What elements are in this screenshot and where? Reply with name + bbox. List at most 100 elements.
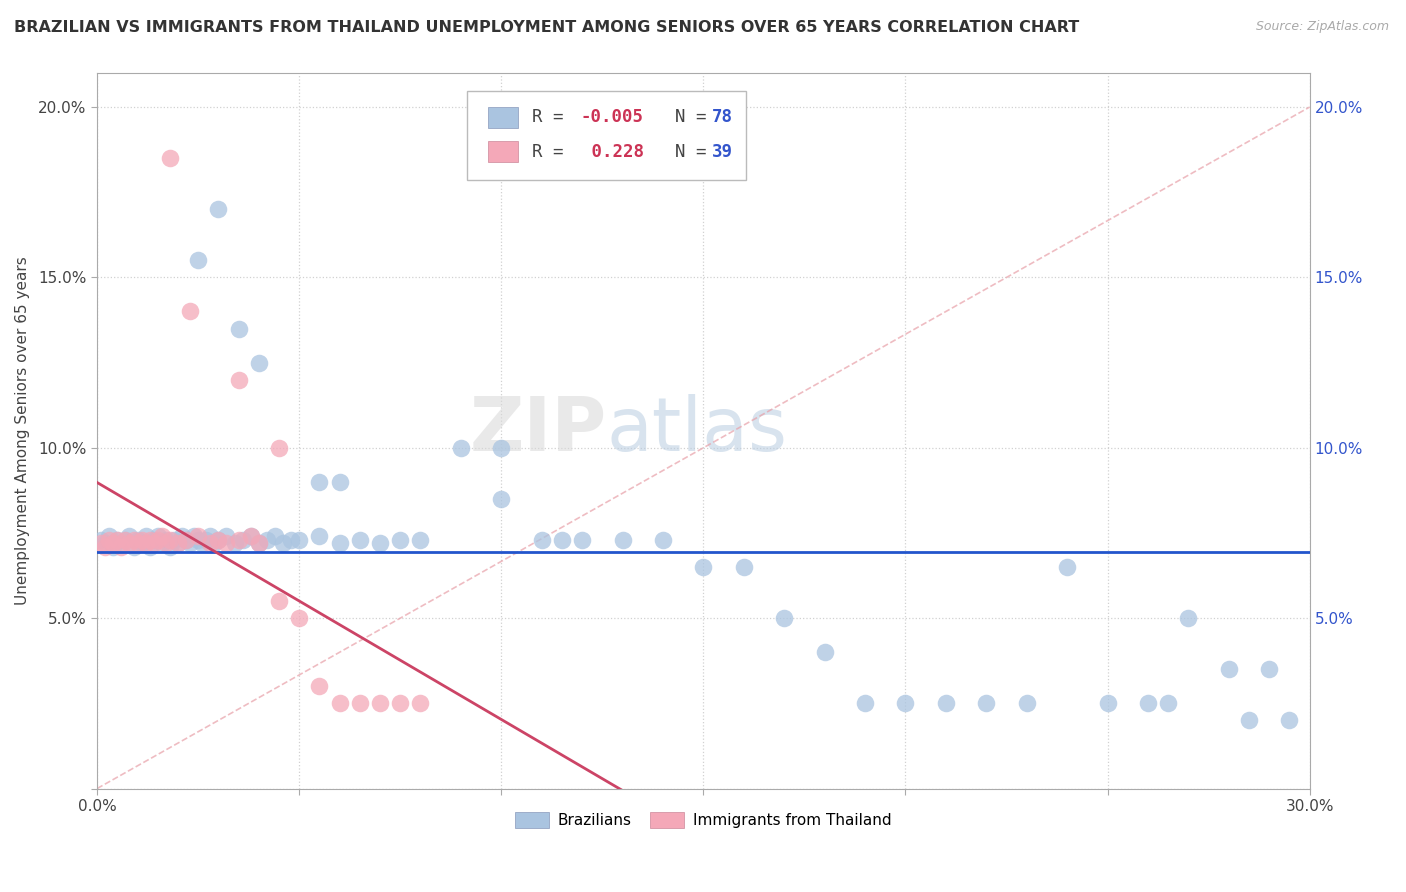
Text: N =: N = bbox=[654, 143, 717, 161]
Point bbox=[1136, 696, 1159, 710]
Text: 39: 39 bbox=[711, 143, 733, 161]
Point bbox=[814, 645, 837, 659]
Point bbox=[138, 540, 160, 554]
Point bbox=[110, 536, 132, 550]
Point bbox=[247, 536, 270, 550]
Point bbox=[692, 560, 714, 574]
Point bbox=[94, 540, 117, 554]
Point bbox=[202, 536, 225, 550]
Point bbox=[1056, 560, 1078, 574]
Point bbox=[239, 529, 262, 543]
Point bbox=[232, 533, 254, 547]
Point bbox=[167, 536, 190, 550]
Point bbox=[191, 536, 214, 550]
Point bbox=[127, 533, 149, 547]
Point bbox=[329, 475, 352, 489]
Point bbox=[170, 529, 193, 543]
Point bbox=[1177, 611, 1199, 625]
Point bbox=[150, 529, 173, 543]
Point bbox=[935, 696, 957, 710]
Point bbox=[103, 540, 125, 554]
Point bbox=[228, 373, 250, 387]
Point bbox=[491, 491, 513, 506]
Point bbox=[224, 536, 246, 550]
Point bbox=[1157, 696, 1180, 710]
Point bbox=[271, 536, 294, 550]
Point bbox=[368, 696, 391, 710]
Point bbox=[1237, 714, 1260, 728]
Point bbox=[1097, 696, 1119, 710]
Point bbox=[122, 540, 145, 554]
Point bbox=[138, 533, 160, 547]
Point bbox=[146, 533, 169, 547]
Text: BRAZILIAN VS IMMIGRANTS FROM THAILAND UNEMPLOYMENT AMONG SENIORS OVER 65 YEARS C: BRAZILIAN VS IMMIGRANTS FROM THAILAND UN… bbox=[14, 20, 1080, 35]
Text: R =: R = bbox=[533, 143, 575, 161]
Point bbox=[167, 536, 190, 550]
Point bbox=[163, 533, 186, 547]
Point bbox=[159, 151, 181, 165]
Point bbox=[853, 696, 876, 710]
FancyBboxPatch shape bbox=[467, 91, 745, 180]
Point bbox=[114, 533, 136, 547]
Point bbox=[155, 536, 177, 550]
Point bbox=[159, 533, 181, 547]
Point bbox=[773, 611, 796, 625]
Point bbox=[200, 536, 222, 550]
Point bbox=[207, 533, 229, 547]
Point bbox=[894, 696, 917, 710]
Point bbox=[146, 529, 169, 543]
Point bbox=[135, 536, 157, 550]
Point bbox=[409, 533, 432, 547]
Point bbox=[155, 533, 177, 547]
Point bbox=[105, 533, 128, 547]
Point bbox=[118, 529, 141, 543]
Text: 0.228: 0.228 bbox=[581, 143, 644, 161]
FancyBboxPatch shape bbox=[488, 141, 517, 162]
Point bbox=[187, 253, 209, 268]
Point bbox=[1218, 662, 1240, 676]
Point bbox=[288, 611, 311, 625]
Point bbox=[98, 533, 121, 547]
Point bbox=[174, 533, 197, 547]
Point bbox=[349, 533, 371, 547]
Point bbox=[195, 533, 218, 547]
Point bbox=[118, 536, 141, 550]
Point bbox=[90, 536, 112, 550]
Point bbox=[187, 533, 209, 547]
Point bbox=[142, 536, 165, 550]
Text: R =: R = bbox=[533, 108, 575, 127]
Point bbox=[267, 441, 290, 455]
Point bbox=[110, 540, 132, 554]
Point bbox=[183, 529, 205, 543]
Text: atlas: atlas bbox=[606, 394, 787, 467]
Point bbox=[409, 696, 432, 710]
Point bbox=[267, 594, 290, 608]
Point bbox=[179, 304, 201, 318]
Point bbox=[571, 533, 593, 547]
Point bbox=[733, 560, 755, 574]
Point bbox=[135, 529, 157, 543]
Point bbox=[1015, 696, 1038, 710]
Point bbox=[187, 529, 209, 543]
Point bbox=[159, 540, 181, 554]
Point bbox=[207, 202, 229, 217]
Point bbox=[200, 529, 222, 543]
Point bbox=[308, 529, 330, 543]
Point bbox=[127, 536, 149, 550]
Point bbox=[228, 533, 250, 547]
Point bbox=[239, 529, 262, 543]
Y-axis label: Unemployment Among Seniors over 65 years: Unemployment Among Seniors over 65 years bbox=[15, 256, 30, 605]
Point bbox=[612, 533, 634, 547]
Point bbox=[131, 536, 153, 550]
Point bbox=[105, 533, 128, 547]
Point bbox=[98, 529, 121, 543]
Text: Source: ZipAtlas.com: Source: ZipAtlas.com bbox=[1256, 20, 1389, 33]
Point bbox=[207, 533, 229, 547]
Point bbox=[652, 533, 675, 547]
Point bbox=[329, 536, 352, 550]
Point bbox=[179, 536, 201, 550]
Point bbox=[280, 533, 302, 547]
Point bbox=[247, 536, 270, 550]
Point bbox=[131, 533, 153, 547]
Point bbox=[389, 533, 412, 547]
